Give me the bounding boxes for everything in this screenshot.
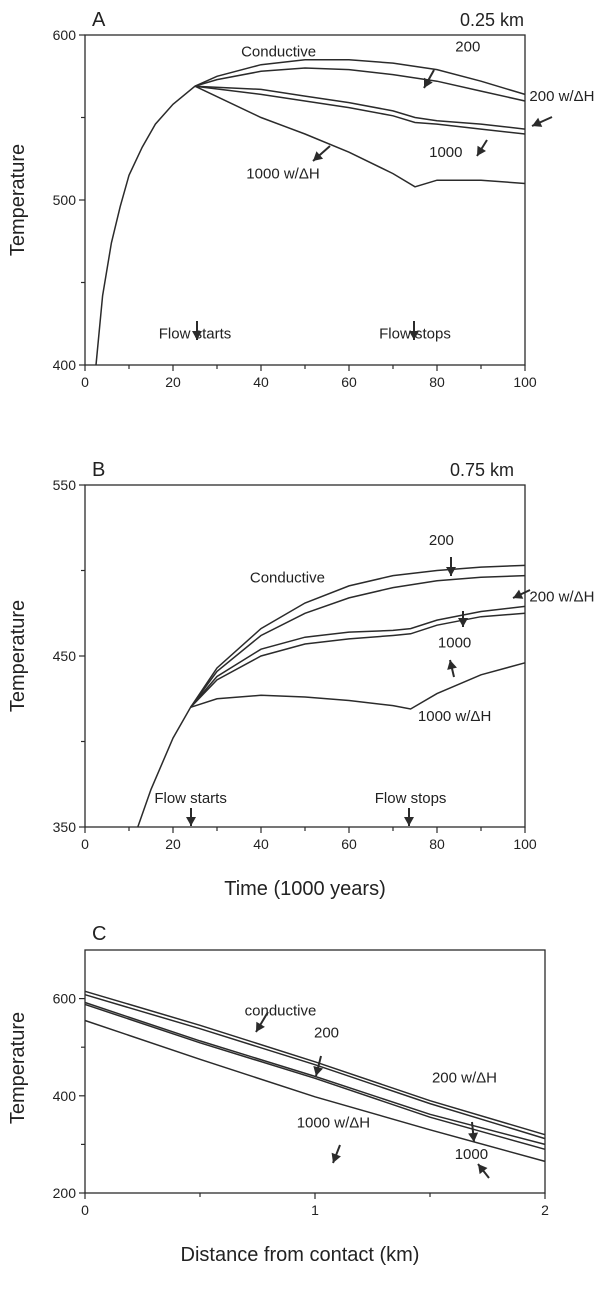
- arrow-head: [313, 151, 324, 161]
- annotation-label: 200: [455, 39, 480, 56]
- series-line-200: [194, 67, 526, 102]
- annotation-label: Conductive: [241, 43, 316, 60]
- arrow-head: [409, 331, 419, 340]
- x-tick-label: 100: [513, 374, 537, 390]
- x-tick-label: 0: [81, 836, 89, 852]
- series-line-conductive: [95, 59, 526, 366]
- series-line-1000: [84, 1003, 546, 1151]
- arrow-head: [424, 77, 433, 88]
- panel-letter: B: [92, 459, 105, 481]
- y-tick-label: 600: [53, 991, 77, 1007]
- arrow-head: [477, 145, 487, 156]
- series-line-conductive: [84, 990, 546, 1136]
- y-axis-label: Temperature: [7, 144, 29, 256]
- x-tick-label: 20: [165, 836, 181, 852]
- arrow-head: [331, 1152, 341, 1163]
- series-line-1000: [190, 612, 526, 708]
- x-tick-label: 40: [253, 836, 269, 852]
- annotation-label: 200: [429, 532, 454, 549]
- depth-title: 0.25 km: [460, 10, 524, 30]
- panel-c: C Temperature Distance from contact (km) 0 1…: [7, 923, 549, 1266]
- y-tick-label: 350: [53, 819, 77, 835]
- series-line-1000-w-h: [194, 85, 526, 188]
- panel-letter: C: [92, 923, 106, 945]
- y-tick-label: 450: [53, 648, 77, 664]
- x-tick-label: 20: [165, 374, 181, 390]
- y-tick-label: 400: [53, 1088, 77, 1104]
- series-line-200-w-h: [190, 605, 526, 708]
- annotation-label: 1000: [429, 144, 462, 161]
- arrow-head: [192, 331, 202, 340]
- x-tick-label: 40: [253, 374, 269, 390]
- y-tick-label: 550: [53, 477, 77, 493]
- panel-b: B 0.75 km Temperature Time (1000 years) 0 20 4…: [7, 459, 594, 900]
- plot-frame: [84, 34, 526, 366]
- series-line-1000-w-h: [84, 1019, 546, 1163]
- arrow-head: [468, 1132, 479, 1142]
- x-tick-label: 100: [513, 836, 537, 852]
- arrow-head: [313, 1066, 324, 1076]
- series-line-1000-w-h: [190, 662, 526, 710]
- annotation-label: 1000 w/ΔH: [418, 708, 491, 725]
- depth-title: 0.75 km: [450, 460, 514, 480]
- series-line-conductive: [137, 564, 526, 828]
- x-tick-label: 2: [541, 1202, 549, 1218]
- annotation-label: Conductive: [250, 569, 325, 586]
- arrow-head: [186, 817, 196, 826]
- panel-a: A 0.25 km Temperature 0 20 40 60 80 100 400 500 600…: [7, 9, 594, 390]
- x-axis-label: Distance from contact (km): [181, 1244, 420, 1266]
- arrow-head: [478, 1164, 488, 1175]
- x-tick-label: 1: [311, 1202, 319, 1218]
- x-tick-label: 60: [341, 836, 357, 852]
- x-tick-label: 80: [429, 836, 445, 852]
- annotation-label: 1000: [438, 634, 471, 651]
- arrow-head: [447, 660, 457, 670]
- arrow-head: [458, 618, 468, 627]
- arrow-head: [446, 567, 456, 576]
- series-line-200-w-h: [84, 1001, 546, 1146]
- arrow-head: [532, 117, 543, 127]
- x-tick-label: 0: [81, 374, 89, 390]
- x-tick-label: 80: [429, 374, 445, 390]
- annotation-label: Flow stops: [375, 790, 447, 807]
- y-tick-label: 600: [53, 27, 77, 43]
- annotation-label: 200 w/ΔH: [529, 88, 594, 105]
- y-tick-label: 500: [53, 192, 77, 208]
- x-axis-label: Time (1000 years): [224, 878, 386, 900]
- series-line-200-w-h: [194, 85, 526, 130]
- y-axis-label: Temperature: [7, 600, 29, 712]
- arrow-head: [256, 1021, 265, 1032]
- arrow-head: [513, 589, 524, 599]
- y-tick-label: 400: [53, 357, 77, 373]
- annotation-label: Flow starts: [154, 790, 227, 807]
- annotation-label: 200 w/ΔH: [529, 588, 594, 605]
- series-line-200: [84, 993, 546, 1140]
- series-line-200: [189, 574, 526, 708]
- series-line-1000: [194, 85, 526, 135]
- plot-frame: [84, 484, 526, 828]
- annotation-label: 1000 w/ΔH: [246, 166, 319, 183]
- annotation-label: conductive: [245, 1003, 317, 1020]
- y-tick-label: 200: [53, 1185, 77, 1201]
- x-tick-label: 0: [81, 1202, 89, 1218]
- x-tick-label: 60: [341, 374, 357, 390]
- annotation-label: 200 w/ΔH: [432, 1070, 497, 1087]
- arrow-head: [404, 817, 414, 826]
- annotation-label: 1000: [455, 1146, 488, 1163]
- annotation-label: 1000 w/ΔH: [297, 1114, 370, 1131]
- y-axis-label: Temperature: [7, 1012, 29, 1124]
- panel-letter: A: [92, 9, 106, 31]
- annotation-label: 200: [314, 1024, 339, 1041]
